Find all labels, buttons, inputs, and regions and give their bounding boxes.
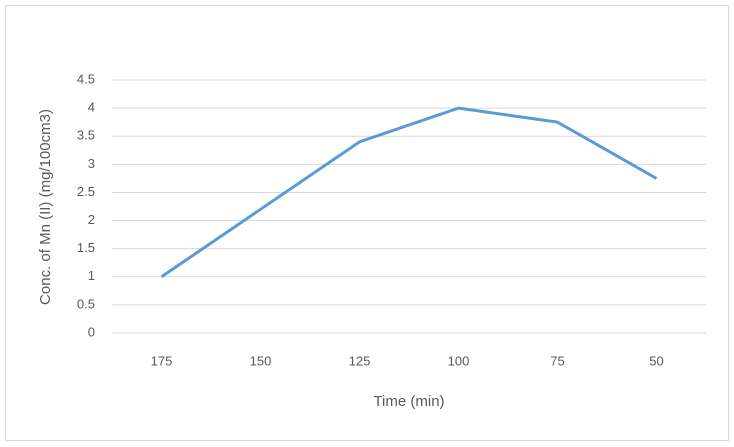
y-tick-label: 0.5 — [77, 296, 95, 311]
y-tick-label: 0 — [88, 324, 95, 339]
data-line — [160, 106, 658, 279]
y-tick-label: 4 — [88, 100, 95, 115]
x-axis-label: Time (min) — [373, 393, 444, 410]
chart-border — [5, 5, 729, 441]
x-tick-label: 75 — [550, 353, 564, 368]
y-axis-label: Conc. of Mn (II) (mg/100cm3) — [37, 109, 54, 305]
y-tick-label: 1.5 — [77, 240, 95, 255]
x-tick-label: 50 — [649, 353, 663, 368]
x-tick-label: 100 — [448, 353, 470, 368]
y-tick-label: 1 — [88, 268, 95, 283]
y-tick-label: 2.5 — [77, 184, 95, 199]
y-tick-label: 4.5 — [77, 71, 95, 86]
x-tick-label: 125 — [349, 353, 371, 368]
y-tick-label: 3 — [88, 156, 95, 171]
x-tick-label: 175 — [151, 353, 173, 368]
y-tick-label: 3.5 — [77, 128, 95, 143]
x-tick-label: 150 — [250, 353, 272, 368]
y-tick-label: 2 — [88, 212, 95, 227]
